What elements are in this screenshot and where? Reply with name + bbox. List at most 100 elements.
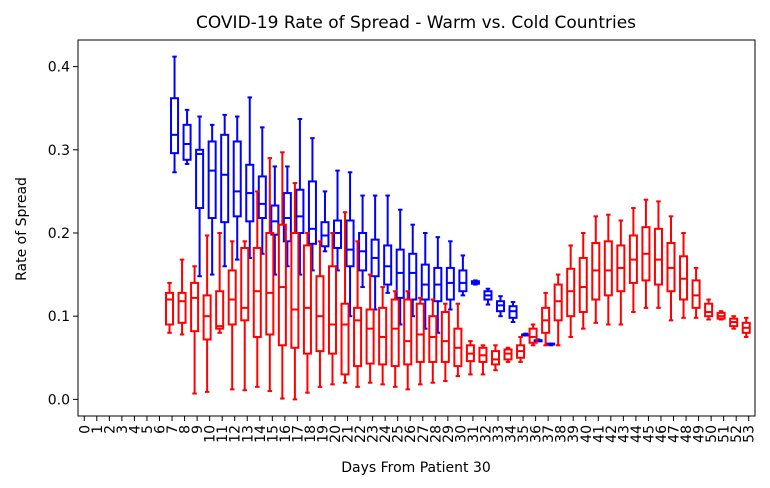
- box-plot: [202, 234, 212, 393]
- x-tick-label: 31: [466, 425, 482, 443]
- box-plot: [704, 298, 714, 321]
- box-iqr: [290, 231, 300, 349]
- box-plot: [458, 254, 468, 297]
- x-tick-label: 30: [453, 425, 469, 443]
- plot-frame: [77, 39, 756, 417]
- box-plot: [603, 213, 613, 326]
- box-plot: [616, 219, 626, 326]
- x-tick-label: 0: [77, 425, 93, 434]
- box-plot: [165, 281, 175, 334]
- box-iqr: [327, 265, 338, 355]
- box-plot: [240, 240, 250, 392]
- box-iqr: [704, 302, 714, 318]
- box-plot: [403, 290, 413, 391]
- box-plot: [170, 55, 180, 174]
- box-plot: [465, 340, 475, 376]
- box-plot: [653, 200, 663, 309]
- x-tick-label: 36: [529, 425, 545, 443]
- box-plot: [207, 123, 217, 276]
- box-iqr: [302, 244, 312, 355]
- box-iqr: [333, 219, 343, 249]
- box-plot: [546, 342, 556, 347]
- box-iqr: [458, 269, 468, 293]
- box-iqr: [415, 302, 425, 363]
- x-tick-label: 44: [629, 425, 645, 443]
- box-plot: [433, 236, 443, 334]
- x-tick-label: 4: [127, 425, 143, 434]
- box-plot: [729, 315, 739, 330]
- box-plot: [302, 231, 312, 394]
- box-iqr: [408, 252, 418, 301]
- x-tick-label: 7: [165, 425, 181, 434]
- x-tick-label: 18: [303, 425, 319, 443]
- box-iqr: [528, 327, 538, 344]
- box-iqr: [345, 219, 355, 268]
- box-plot: [195, 115, 205, 278]
- x-tick-label: 51: [717, 425, 733, 443]
- box-iqr: [295, 188, 305, 234]
- box-plot: [528, 323, 538, 347]
- box-iqr: [232, 140, 242, 218]
- box-plot: [495, 295, 506, 318]
- box-plot: [516, 335, 526, 363]
- x-tick-label: 6: [152, 425, 168, 434]
- box-plot: [741, 316, 751, 338]
- box-plot: [190, 265, 200, 395]
- x-tick-label: 13: [240, 425, 256, 443]
- x-tick-label: 38: [554, 425, 570, 443]
- x-tick-label: 45: [641, 425, 657, 443]
- box-plot: [277, 151, 287, 400]
- box-plot: [215, 231, 225, 334]
- x-tick-label: 43: [616, 425, 632, 443]
- box-iqr: [403, 298, 413, 366]
- box-plot: [390, 290, 400, 388]
- box-iqr: [190, 281, 200, 333]
- box-iqr: [202, 294, 212, 341]
- box-plot: [553, 273, 563, 347]
- x-tick-label: 5: [140, 425, 156, 434]
- box-plot: [440, 302, 450, 383]
- x-tick-label: 23: [366, 425, 382, 443]
- box-plot: [578, 231, 588, 330]
- box-iqr: [553, 283, 563, 322]
- box-plot: [591, 215, 601, 324]
- box-plot: [428, 298, 438, 384]
- box-iqr: [603, 240, 613, 297]
- box-iqr: [165, 291, 175, 326]
- box-iqr: [265, 231, 275, 336]
- y-tick-label: 0.0: [48, 392, 70, 408]
- x-tick-label: 48: [679, 425, 695, 443]
- box-iqr: [257, 175, 267, 220]
- box-plot: [252, 190, 262, 388]
- series-1: [165, 151, 751, 401]
- y-tick-label: 0.2: [48, 226, 70, 242]
- box-plot: [408, 223, 418, 318]
- box-iqr: [490, 350, 500, 366]
- box-plot: [290, 182, 300, 401]
- box-iqr: [177, 291, 187, 324]
- x-tick-label: 49: [692, 425, 708, 443]
- x-tick-label: 50: [704, 425, 720, 443]
- x-tick-label: 2: [102, 425, 118, 434]
- box-plot: [503, 346, 513, 363]
- box-plot: [315, 240, 325, 388]
- x-tick-label: 16: [278, 425, 294, 443]
- box-plot: [353, 240, 363, 388]
- x-tick-label: 10: [203, 425, 219, 443]
- box-plot: [177, 258, 187, 336]
- box-iqr: [277, 223, 287, 347]
- x-tick-label: 47: [667, 425, 683, 443]
- x-tick-label: 20: [328, 425, 344, 443]
- box-plot: [508, 301, 518, 323]
- x-tick-label: 26: [403, 425, 419, 443]
- x-tick-label: 53: [742, 425, 758, 443]
- chart-title: COVID-19 Rate of Spread - Warm vs. Cold …: [196, 13, 636, 33]
- box-plot: [628, 207, 638, 314]
- box-plot: [370, 194, 380, 311]
- x-tick-label: 35: [516, 425, 532, 443]
- x-tick-label: 42: [604, 425, 620, 443]
- box-plot: [453, 302, 463, 378]
- box-plot: [232, 115, 242, 261]
- x-axis: 0123456789101112131415161718192021222324…: [77, 416, 758, 443]
